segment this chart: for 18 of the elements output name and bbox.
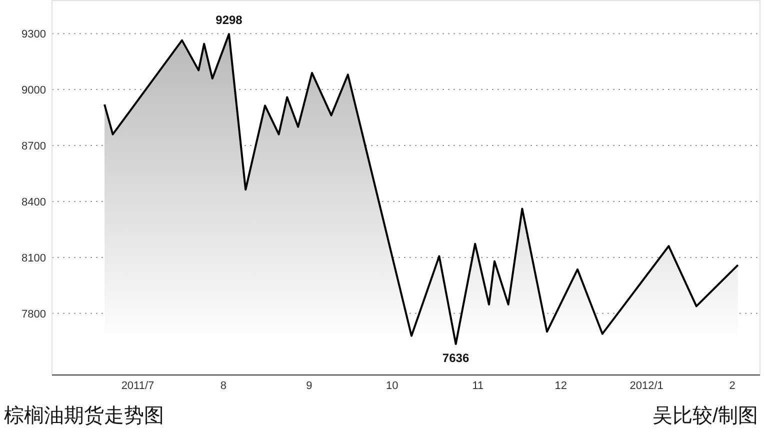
x-tick-label: 12 <box>554 380 567 392</box>
y-tick-label: 7800 <box>22 308 46 320</box>
y-tick-label: 9000 <box>22 84 46 97</box>
title: 棕榈油期货走势图 <box>4 405 164 427</box>
annotation: 7636 <box>442 351 470 366</box>
x-tick-label: 9 <box>306 380 312 392</box>
y-tick-label: 8700 <box>22 140 46 153</box>
annotation: 吴比较/制图 <box>652 405 758 427</box>
x-tick-label: 8 <box>220 380 227 392</box>
y-tick-label: 8400 <box>22 196 46 208</box>
y-tick-label: 8100 <box>22 252 46 264</box>
x-tick-label: 2012/1 <box>630 380 664 392</box>
x-tick-label: 10 <box>386 380 398 392</box>
x-tick-label: 11 <box>472 380 484 392</box>
x-tick-label: 2011/7 <box>121 380 154 392</box>
annotation: 9298 <box>216 12 242 27</box>
y-tick-label: 9300 <box>22 28 46 41</box>
x-tick-label: 2 <box>729 380 736 392</box>
